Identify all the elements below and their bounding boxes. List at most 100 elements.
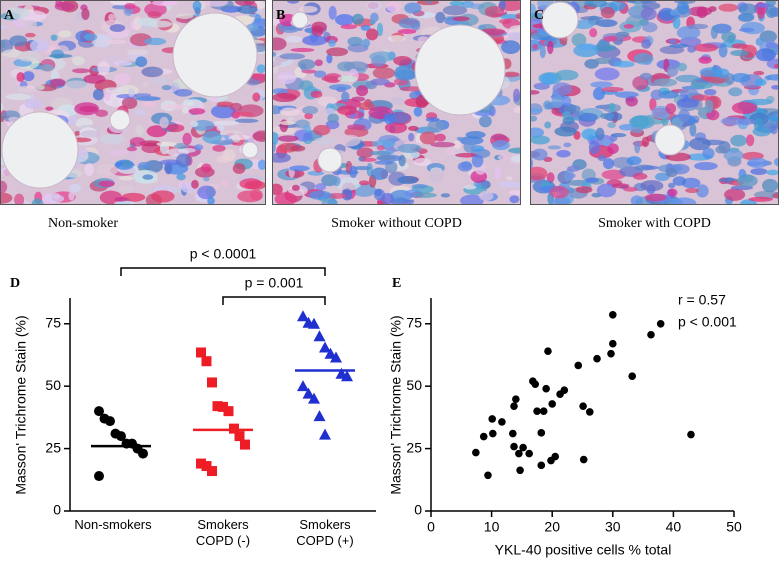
tissue <box>666 65 679 77</box>
tissue <box>748 196 773 202</box>
alveolus <box>109 109 131 131</box>
tissue <box>108 13 116 22</box>
tissue <box>126 146 138 152</box>
tissue <box>596 40 611 51</box>
tissue <box>626 156 642 166</box>
tissue <box>45 106 54 111</box>
y-tick-label: 25 <box>406 439 422 455</box>
tissue <box>253 130 266 142</box>
tissue <box>754 78 767 87</box>
alveolus <box>414 24 506 116</box>
point <box>207 377 217 388</box>
x-tick-label: Non-smokers <box>74 517 152 532</box>
tissue <box>272 183 283 196</box>
tissue <box>685 187 700 193</box>
tissue <box>508 147 521 154</box>
tissue <box>118 184 135 193</box>
tissue <box>347 124 366 130</box>
tissue <box>124 2 136 10</box>
tissue <box>728 87 743 97</box>
tissue <box>200 163 212 173</box>
tissue <box>202 130 222 144</box>
point <box>533 407 541 415</box>
tissue <box>442 5 468 16</box>
tissue <box>430 141 456 148</box>
tissue <box>601 86 624 93</box>
tissue <box>387 35 406 42</box>
tissue <box>546 172 555 184</box>
significance-bracket <box>120 267 326 276</box>
tissue <box>510 155 521 163</box>
tissue <box>29 39 50 53</box>
tissue <box>369 19 376 25</box>
tissue <box>634 140 641 154</box>
tissue <box>463 139 476 153</box>
point <box>201 461 212 472</box>
tissue <box>147 11 162 19</box>
point <box>525 449 533 458</box>
tissue <box>192 0 202 12</box>
tissue <box>479 115 492 128</box>
tissue <box>737 118 754 125</box>
tissue <box>113 73 131 85</box>
tissue <box>371 139 396 148</box>
y-tick-label: 0 <box>414 502 422 518</box>
tissue <box>361 157 377 162</box>
tissue <box>135 124 144 136</box>
tissue <box>630 127 644 134</box>
tissue <box>452 16 470 22</box>
tissue <box>81 8 90 20</box>
micrograph <box>272 0 521 205</box>
significance-label: p = 0.001 <box>245 275 304 291</box>
point <box>542 384 550 393</box>
point <box>537 461 546 470</box>
tissue <box>313 137 337 145</box>
tissue <box>434 133 446 142</box>
tissue <box>252 92 261 102</box>
tissue <box>589 27 598 38</box>
tissue <box>765 74 779 81</box>
tissue <box>567 165 580 172</box>
point <box>498 418 506 426</box>
tissue <box>755 48 777 62</box>
point <box>585 408 594 416</box>
tissue <box>563 142 572 148</box>
tissue <box>644 193 667 202</box>
tissue <box>308 190 332 200</box>
tissue <box>338 134 361 147</box>
tissue <box>408 125 419 131</box>
tissue <box>328 84 352 91</box>
tissue <box>689 137 711 151</box>
tissue <box>585 177 599 183</box>
tissue <box>425 117 440 122</box>
point <box>297 310 309 322</box>
tissue <box>738 27 755 33</box>
tissue <box>533 82 550 90</box>
tissue <box>142 82 150 87</box>
tissue <box>650 89 664 101</box>
tissue <box>9 35 28 47</box>
tissue <box>669 43 690 48</box>
tissue <box>337 75 358 82</box>
tissue <box>667 188 678 197</box>
tissue <box>135 17 158 26</box>
tissue <box>678 88 699 96</box>
point <box>313 330 326 342</box>
tissue <box>491 139 510 151</box>
tissue <box>465 130 486 139</box>
tissue <box>121 97 138 109</box>
tissue <box>213 120 239 126</box>
tissue <box>747 157 768 169</box>
tissue <box>302 105 319 115</box>
tissue <box>547 40 554 55</box>
tissue <box>708 6 717 12</box>
tissue <box>326 53 333 64</box>
tissue <box>756 3 772 8</box>
tissue <box>328 5 337 20</box>
alveolus <box>1 111 79 189</box>
tissue <box>114 196 128 202</box>
tissue <box>126 48 149 56</box>
tissue <box>588 140 600 155</box>
tissue <box>254 14 262 23</box>
